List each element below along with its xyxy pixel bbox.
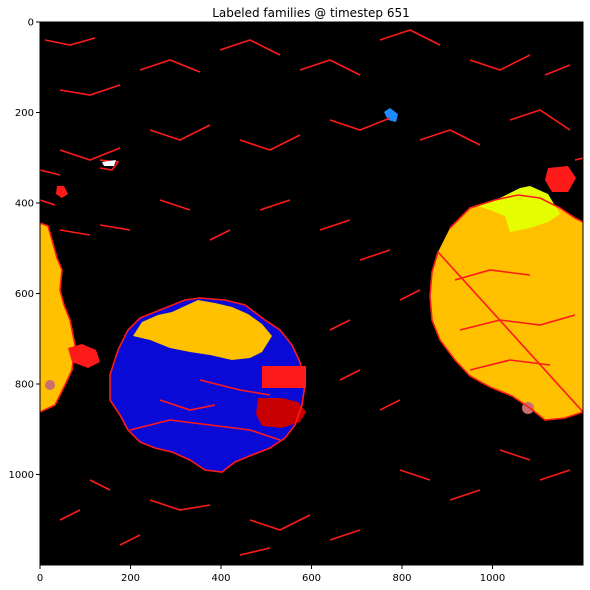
pink-region-2 (45, 380, 55, 390)
image-plot (40, 22, 583, 565)
y-tick-label: 600 (15, 289, 34, 300)
orange-region-center (133, 300, 272, 360)
y-tick-label: 400 (15, 199, 34, 210)
y-tick-label: 200 (15, 108, 34, 119)
x-tick-label: 0 (37, 573, 43, 584)
x-tick-label: 400 (211, 573, 230, 584)
red-region-top-right (545, 166, 576, 192)
x-tick-label: 800 (392, 573, 411, 584)
red-edges (40, 29, 583, 556)
plot-title: Labeled families @ timestep 651 (212, 6, 410, 20)
x-tick-label: 600 (302, 573, 321, 584)
y-axis: 0 200 400 600 800 1000 (9, 18, 40, 481)
x-tick-label: 200 (121, 573, 140, 584)
x-axis: 0 200 400 600 800 1000 (37, 565, 505, 584)
white-region (102, 160, 116, 166)
orange-region-left (40, 223, 75, 412)
x-tick-label: 1000 (480, 573, 505, 584)
dark-red-region-1 (262, 366, 306, 388)
y-tick-label: 0 (28, 18, 34, 29)
dark-red-region-2 (256, 398, 306, 428)
red-region-left (68, 344, 100, 368)
y-tick-label: 1000 (9, 470, 34, 481)
y-tick-label: 800 (15, 380, 34, 391)
red-region-left-small (56, 186, 68, 198)
